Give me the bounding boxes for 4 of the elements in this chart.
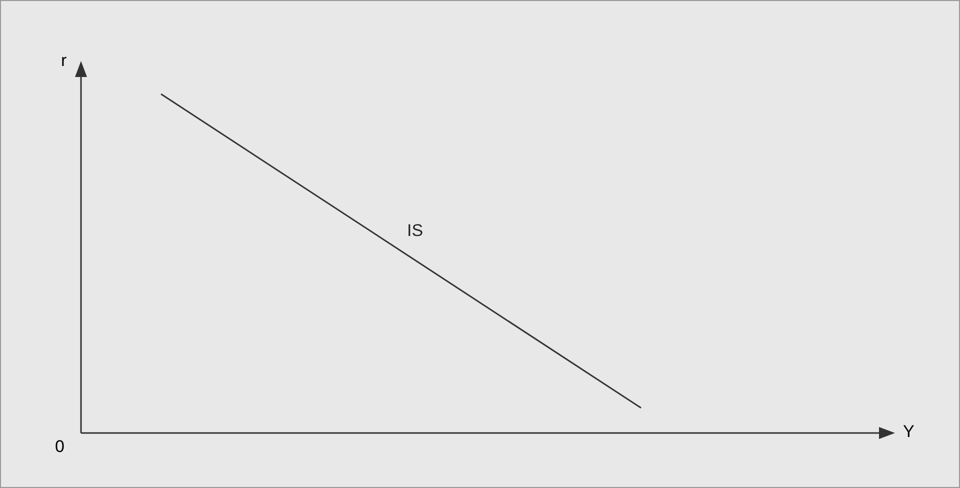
y-axis-title: r (61, 51, 67, 71)
x-axis-title: Y (903, 422, 914, 442)
series-label: IS (407, 220, 424, 241)
text: 0 (55, 437, 64, 457)
